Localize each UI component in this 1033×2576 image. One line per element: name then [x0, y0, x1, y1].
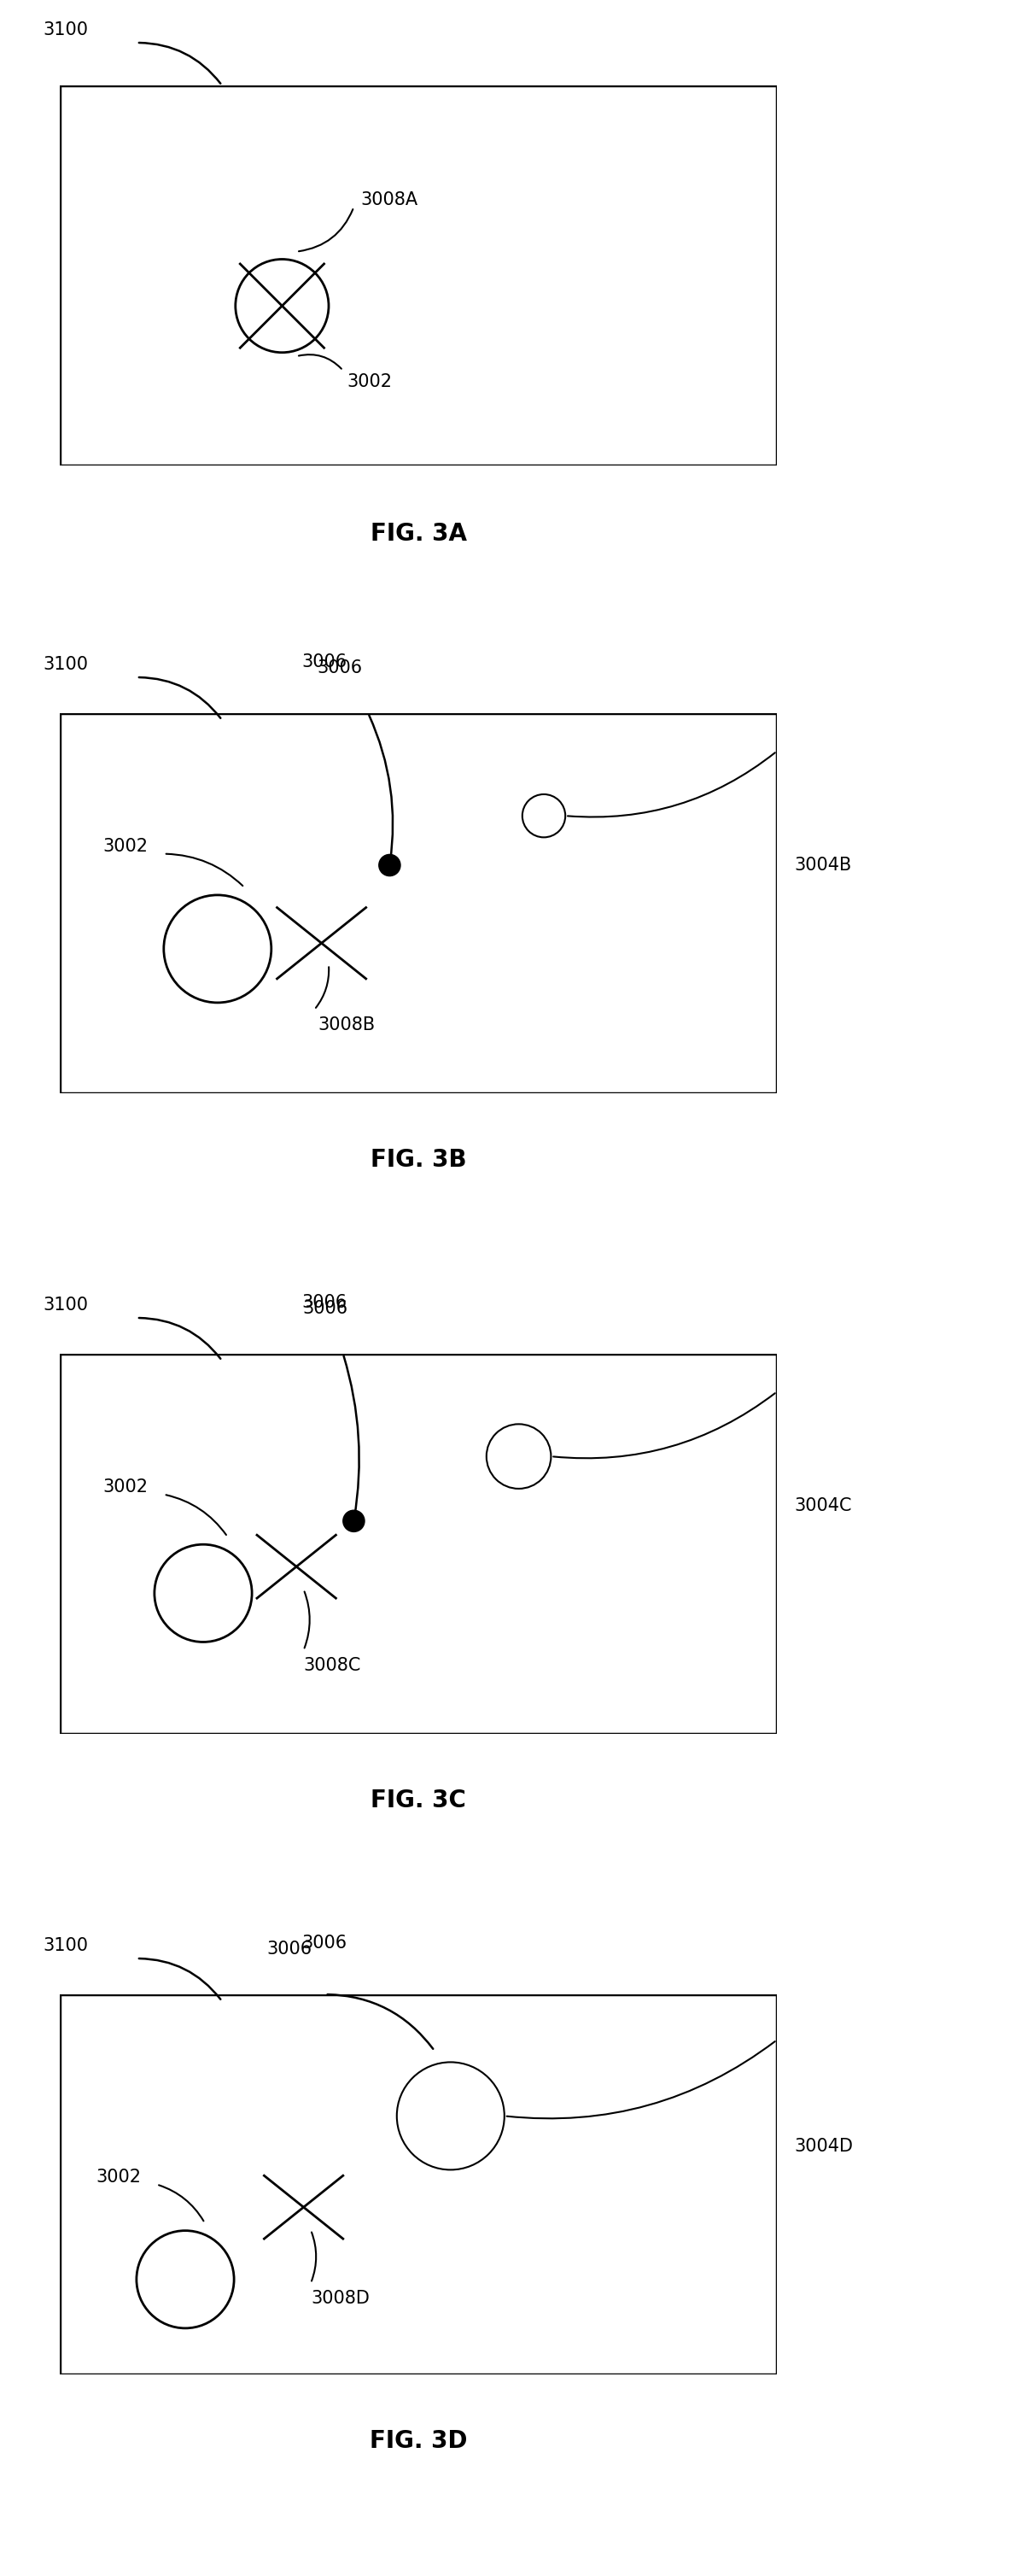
- Text: 3008C: 3008C: [304, 1656, 362, 1674]
- Text: 3006: 3006: [302, 1293, 347, 1311]
- Text: 3002: 3002: [96, 2169, 140, 2184]
- Text: 3006: 3006: [302, 1935, 347, 1953]
- Text: 3006: 3006: [303, 1301, 348, 1316]
- Text: 3004B: 3004B: [794, 858, 851, 873]
- Text: 3008B: 3008B: [318, 1018, 375, 1033]
- Ellipse shape: [379, 855, 401, 876]
- Text: 3100: 3100: [42, 1937, 88, 1955]
- Text: 3006: 3006: [302, 654, 347, 670]
- Text: 3006: 3006: [267, 1940, 312, 1958]
- Text: 3002: 3002: [103, 1479, 148, 1494]
- Text: FIG. 3D: FIG. 3D: [370, 2429, 467, 2452]
- Text: 3100: 3100: [42, 1296, 88, 1314]
- Text: 3004D: 3004D: [794, 2138, 853, 2156]
- Text: 3004C: 3004C: [794, 1497, 851, 1515]
- Text: FIG. 3C: FIG. 3C: [371, 1788, 466, 1814]
- Text: 3100: 3100: [42, 657, 88, 672]
- Text: FIG. 3A: FIG. 3A: [370, 523, 467, 546]
- Ellipse shape: [343, 1510, 365, 1533]
- Text: 3100: 3100: [42, 21, 88, 39]
- Text: 3006: 3006: [317, 659, 363, 675]
- Text: 3008D: 3008D: [311, 2290, 370, 2308]
- Text: 3002: 3002: [103, 837, 148, 855]
- Text: FIG. 3B: FIG. 3B: [370, 1149, 466, 1172]
- Text: 3002: 3002: [347, 374, 392, 392]
- Text: 3008A: 3008A: [361, 191, 418, 209]
